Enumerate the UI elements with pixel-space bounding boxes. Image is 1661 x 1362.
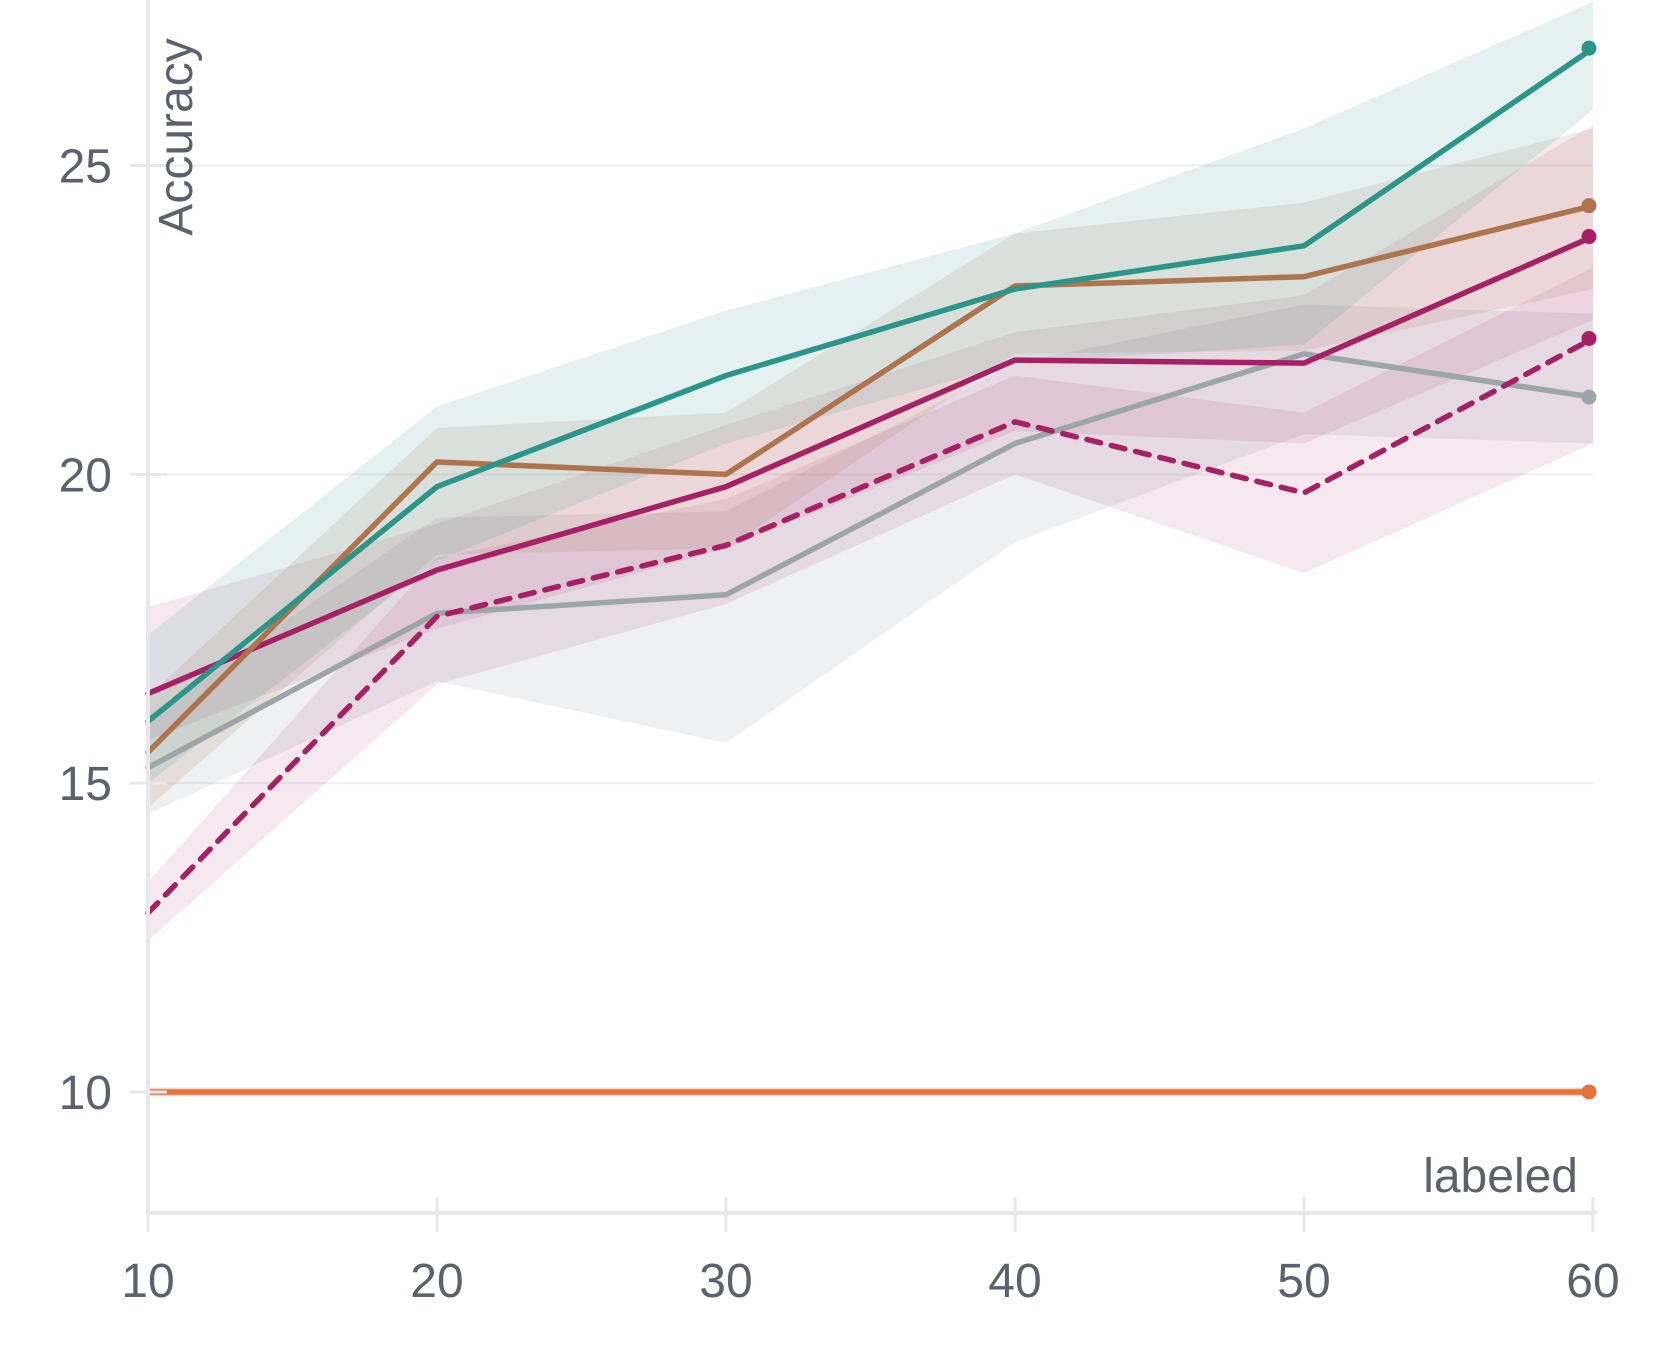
x-tick-label-30: 30	[699, 1255, 752, 1308]
end-marker-brown	[1581, 198, 1597, 214]
y-tick-label-15: 15	[59, 758, 112, 811]
y-tick-label-20: 20	[59, 449, 112, 502]
confidence-band-gray	[148, 304, 1593, 815]
x-axis-label: labeled	[1423, 1150, 1578, 1203]
confidence-band-brown	[148, 128, 1593, 808]
y-tick-label-25: 25	[59, 141, 112, 194]
y-axis-label: Accuracy	[150, 38, 203, 235]
series-line-brown	[145, 202, 1596, 756]
end-marker-magenta	[1581, 229, 1597, 245]
y-tick-label-10: 10	[59, 1067, 112, 1120]
x-tick-label-20: 20	[410, 1255, 463, 1308]
end-marker-teal	[1581, 40, 1597, 56]
x-tick-label-10: 10	[121, 1255, 174, 1308]
series-line-dashed-magenta	[145, 335, 1596, 916]
tick-label-layer: 10 20 30 40 50 60 10 15 20 25	[59, 141, 1620, 1308]
axis-layer	[130, 0, 1597, 1232]
x-tick-label-60: 60	[1566, 1255, 1619, 1308]
x-tick-label-40: 40	[988, 1255, 1041, 1308]
series-line-gray	[145, 351, 1596, 771]
series-line-magenta	[145, 233, 1596, 697]
confidence-band-layer	[148, 1, 1593, 1097]
x-tick-label-50: 50	[1277, 1255, 1330, 1308]
series-line-teal	[145, 45, 1596, 725]
confidence-band-magenta	[148, 125, 1593, 740]
end-marker-orange	[1581, 1084, 1597, 1100]
confidence-band-dashed-magenta	[148, 267, 1593, 941]
confidence-band-teal	[148, 1, 1593, 784]
end-marker-dashed-magenta	[1581, 330, 1597, 346]
series-line-layer	[145, 40, 1597, 1100]
end-marker-gray	[1581, 389, 1597, 405]
